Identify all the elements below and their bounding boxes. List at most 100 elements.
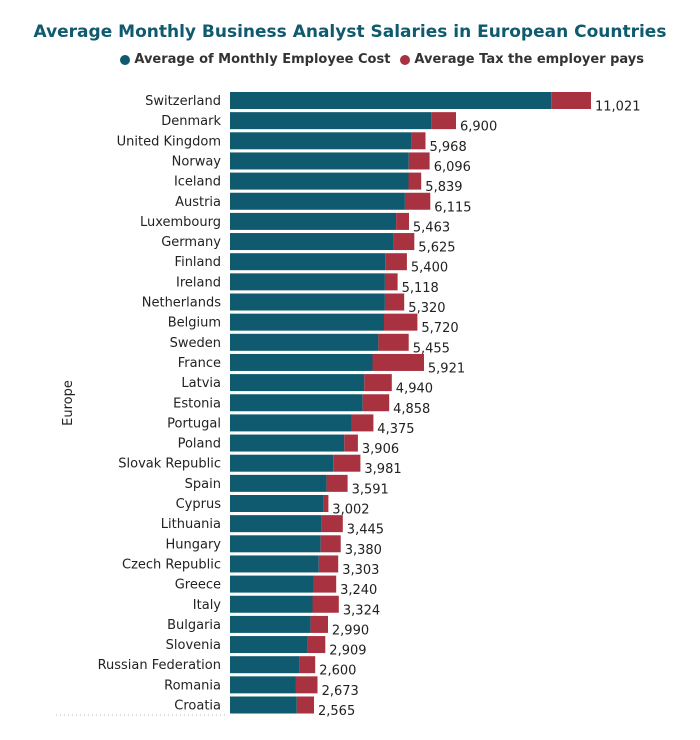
- category-label-switzerland: Switzerland: [145, 94, 221, 109]
- bar-employer-tax-slovak-republic[interactable]: [333, 454, 361, 472]
- bar-employer-tax-denmark[interactable]: [431, 112, 456, 130]
- bar-employer-tax-italy[interactable]: [312, 595, 339, 613]
- bar-employee-cost-switzerland[interactable]: [230, 92, 552, 109]
- bar-employer-tax-germany[interactable]: [393, 233, 415, 251]
- bar-employee-cost-sweden[interactable]: [230, 333, 379, 351]
- bar-employer-tax-russian-federation[interactable]: [299, 656, 316, 674]
- bar-employee-cost-romania[interactable]: [230, 676, 296, 694]
- bar-employer-tax-bulgaria[interactable]: [310, 615, 328, 633]
- bar-employee-cost-greece[interactable]: [230, 575, 314, 593]
- category-label-romania: Romania: [164, 678, 221, 693]
- value-label-czech-republic: 3,303: [342, 563, 379, 578]
- value-label-greece: 3,240: [340, 583, 377, 598]
- bar-employee-cost-czech-republic[interactable]: [230, 555, 319, 573]
- chart-title: Average Monthly Business Analyst Salarie…: [33, 22, 667, 42]
- legend-dot-employee-cost: [120, 54, 131, 65]
- bar-employee-cost-lithuania[interactable]: [230, 515, 322, 533]
- value-label-slovenia: 2,909: [329, 644, 366, 659]
- category-label-austria: Austria: [175, 195, 221, 210]
- bar-employer-tax-iceland[interactable]: [408, 172, 422, 190]
- bar-employer-tax-estonia[interactable]: [362, 394, 390, 412]
- category-label-finland: Finland: [175, 255, 221, 270]
- category-label-denmark: Denmark: [161, 114, 221, 129]
- bar-employer-tax-france[interactable]: [372, 353, 425, 371]
- bar-employee-cost-austria[interactable]: [230, 192, 405, 210]
- bar-employer-tax-norway[interactable]: [408, 152, 430, 170]
- value-label-luxembourg: 5,463: [413, 220, 450, 235]
- bar-employee-cost-spain[interactable]: [230, 474, 327, 492]
- category-label-italy: Italy: [193, 598, 222, 613]
- value-label-ireland: 5,118: [402, 281, 439, 296]
- category-label-greece: Greece: [175, 578, 221, 593]
- value-label-austria: 6,115: [434, 200, 471, 215]
- bar-employee-cost-poland[interactable]: [230, 434, 345, 452]
- bar-employee-cost-russian-federation[interactable]: [230, 656, 300, 674]
- bar-employer-tax-poland[interactable]: [344, 434, 358, 452]
- value-label-france: 5,921: [428, 361, 465, 376]
- bar-employer-tax-finland[interactable]: [385, 253, 407, 271]
- category-label-belgium: Belgium: [168, 316, 221, 331]
- category-label-croatia: Croatia: [174, 699, 221, 714]
- bar-employee-cost-croatia[interactable]: [230, 696, 297, 714]
- bar-employer-tax-luxembourg[interactable]: [396, 212, 409, 230]
- value-label-slovak-republic: 3,981: [364, 462, 401, 477]
- bar-employer-tax-netherlands[interactable]: [384, 293, 405, 311]
- bar-employer-tax-sweden[interactable]: [378, 333, 409, 351]
- legend-item-employee-cost[interactable]: Average of Monthly Employee Cost: [120, 52, 390, 67]
- bar-employee-cost-norway[interactable]: [230, 152, 409, 170]
- bar-employee-cost-cyprus[interactable]: [230, 495, 324, 512]
- value-label-poland: 3,906: [362, 442, 399, 457]
- bar-employer-tax-cyprus[interactable]: [323, 495, 329, 512]
- bar-employer-tax-slovenia[interactable]: [307, 636, 326, 654]
- value-label-belgium: 5,720: [421, 321, 458, 336]
- bar-employer-tax-czech-republic[interactable]: [318, 555, 339, 573]
- bar-employee-cost-estonia[interactable]: [230, 394, 363, 412]
- value-label-romania: 2,673: [322, 684, 359, 699]
- category-label-spain: Spain: [185, 477, 221, 492]
- bar-employer-tax-greece[interactable]: [313, 575, 337, 593]
- category-label-lithuania: Lithuania: [161, 517, 221, 532]
- value-label-russian-federation: 2,600: [319, 664, 356, 679]
- bar-employee-cost-finland[interactable]: [230, 253, 386, 271]
- bar-employee-cost-luxembourg[interactable]: [230, 212, 397, 230]
- bar-employee-cost-denmark[interactable]: [230, 112, 432, 130]
- bar-employee-cost-italy[interactable]: [230, 595, 313, 613]
- value-label-netherlands: 5,320: [408, 301, 445, 316]
- bar-employer-tax-austria[interactable]: [404, 192, 431, 210]
- category-label-czech-republic: Czech Republic: [122, 557, 221, 572]
- bar-employer-tax-spain[interactable]: [326, 474, 348, 492]
- chart-legend: Average of Monthly Employee Cost Average…: [110, 52, 644, 67]
- bar-employee-cost-ireland[interactable]: [230, 273, 385, 291]
- bar-employer-tax-belgium[interactable]: [384, 313, 418, 331]
- category-label-latvia: Latvia: [181, 376, 221, 391]
- bar-employer-tax-croatia[interactable]: [296, 696, 314, 714]
- bar-employer-tax-united-kingdom[interactable]: [411, 132, 426, 150]
- category-label-luxembourg: Luxembourg: [140, 215, 221, 230]
- bar-employee-cost-belgium[interactable]: [230, 313, 384, 331]
- bar-employee-cost-france[interactable]: [230, 353, 373, 371]
- bar-employee-cost-germany[interactable]: [230, 233, 394, 251]
- legend-dot-employer-tax: [400, 54, 411, 65]
- category-label-portugal: Portugal: [167, 416, 221, 431]
- bar-employer-tax-switzerland[interactable]: [551, 92, 591, 109]
- value-label-norway: 6,096: [434, 160, 471, 175]
- bar-employer-tax-latvia[interactable]: [364, 374, 392, 392]
- bar-employer-tax-hungary[interactable]: [320, 535, 341, 553]
- bar-employee-cost-slovenia[interactable]: [230, 636, 308, 654]
- bar-employee-cost-united-kingdom[interactable]: [230, 132, 412, 150]
- bar-employee-cost-portugal[interactable]: [230, 414, 352, 432]
- bar-employer-tax-ireland[interactable]: [384, 273, 398, 291]
- bar-employee-cost-latvia[interactable]: [230, 374, 365, 392]
- legend-item-employer-tax[interactable]: Average Tax the employer pays: [400, 52, 644, 67]
- bar-employee-cost-hungary[interactable]: [230, 535, 321, 553]
- bar-employer-tax-lithuania[interactable]: [321, 515, 343, 533]
- value-label-united-kingdom: 5,968: [430, 140, 467, 155]
- bar-employer-tax-portugal[interactable]: [351, 414, 374, 432]
- bar-employee-cost-netherlands[interactable]: [230, 293, 385, 311]
- bar-employee-cost-iceland[interactable]: [230, 172, 409, 190]
- bar-employer-tax-romania[interactable]: [295, 676, 318, 694]
- bar-employee-cost-bulgaria[interactable]: [230, 615, 311, 633]
- category-label-cyprus: Cyprus: [176, 497, 222, 512]
- bar-employee-cost-slovak-republic[interactable]: [230, 454, 334, 472]
